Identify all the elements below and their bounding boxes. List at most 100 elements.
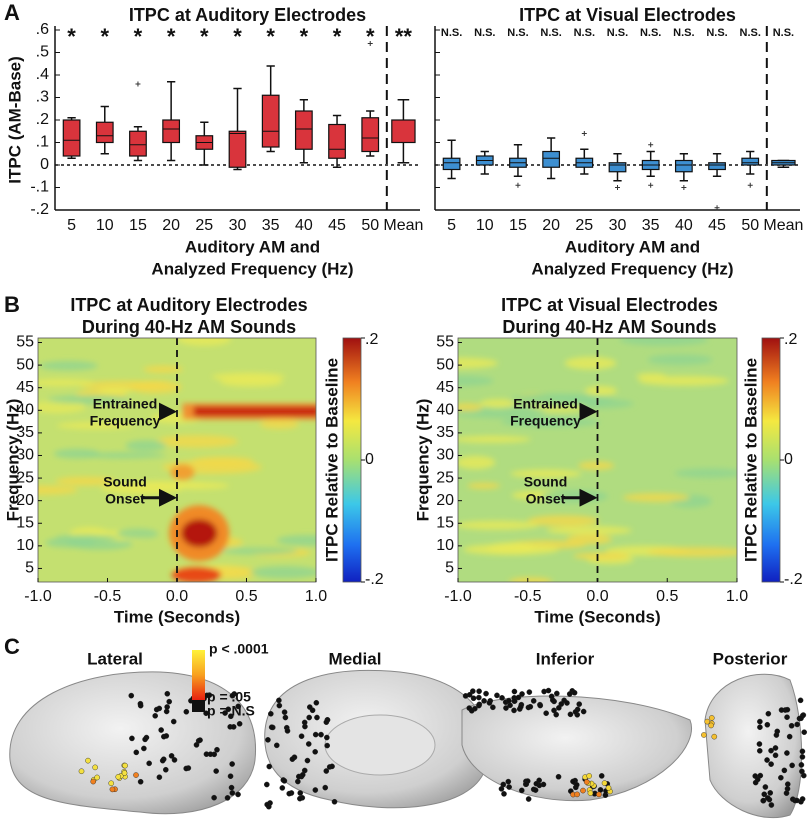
y-tick-label: 5 — [445, 560, 454, 577]
heatmap-patch — [584, 385, 618, 396]
x-tick-label: 25 — [195, 217, 213, 234]
electrode — [598, 773, 605, 779]
x-axis-label: Time (Seconds) — [114, 607, 240, 626]
heatmap-patch — [487, 542, 536, 554]
electrode — [222, 710, 228, 716]
y-tick-label: 40 — [16, 402, 34, 419]
heatmap-patch — [181, 519, 218, 548]
electrode — [166, 698, 173, 705]
electrode — [312, 749, 318, 755]
electrode — [470, 688, 476, 694]
electrode — [323, 719, 330, 725]
y-tick-label: 25 — [16, 469, 34, 486]
outlier — [681, 185, 687, 190]
electrode — [468, 707, 475, 714]
heatmap-image — [458, 338, 737, 582]
heatmap-patch — [674, 468, 737, 479]
electrode — [211, 794, 217, 801]
electrode — [229, 692, 236, 699]
electrode — [765, 710, 772, 717]
y-tick-label: 55 — [16, 334, 34, 351]
electrode — [268, 710, 274, 717]
x-tick-label: 50 — [741, 217, 759, 234]
electrode — [228, 713, 234, 720]
electrode — [525, 796, 532, 802]
electrode — [601, 780, 608, 786]
electrode — [213, 768, 219, 774]
significance: * — [134, 24, 143, 49]
electrode — [596, 791, 602, 798]
electrode — [515, 694, 522, 701]
electrode — [225, 706, 232, 713]
x-tick-label: 0.0 — [166, 588, 188, 605]
electrode — [799, 754, 806, 760]
electrode — [306, 704, 313, 710]
electrode — [708, 722, 714, 729]
electrode — [108, 780, 115, 787]
significance: N.S. — [441, 27, 462, 39]
electrode — [90, 778, 97, 785]
electrode — [572, 709, 579, 715]
heatmap-patch — [564, 356, 617, 370]
electrode — [772, 745, 779, 751]
electrode — [701, 732, 707, 738]
electrode — [757, 724, 763, 730]
x-tick-label: Mean — [383, 217, 423, 234]
electrode — [133, 749, 140, 756]
outlier — [515, 182, 521, 188]
heatmap-patch — [635, 372, 667, 380]
electrode — [170, 718, 177, 725]
view-label: Medial — [329, 649, 382, 668]
electrode — [783, 790, 790, 796]
electrode — [162, 766, 169, 773]
chart-title: ITPC at Auditory Electrodes — [129, 5, 366, 25]
y-tick-label: .4 — [36, 66, 49, 83]
annotation: Onset — [105, 490, 145, 506]
electrode — [115, 774, 122, 780]
y-axis-label: Frequency (Hz) — [413, 399, 432, 522]
electrode — [168, 753, 175, 759]
electrode — [571, 689, 578, 696]
electrode — [133, 772, 139, 778]
electrode — [543, 710, 549, 717]
electrode — [141, 745, 147, 752]
heatmap-patch — [647, 547, 737, 557]
y-tick-label: 30 — [16, 447, 34, 464]
electrode — [511, 698, 518, 704]
box — [129, 130, 147, 157]
colorbar-tick-label: 0 — [365, 451, 374, 468]
electrode — [774, 728, 781, 735]
y-tick-label: 15 — [16, 514, 34, 531]
electrode — [230, 724, 237, 730]
electrode — [284, 728, 291, 734]
electrode — [297, 795, 303, 802]
heatmap-patch — [45, 537, 95, 548]
significance: N.S. — [773, 27, 794, 39]
box — [294, 110, 313, 150]
x-tick-label: 15 — [509, 217, 527, 234]
heatmap-patch — [527, 515, 600, 527]
electrode — [511, 707, 517, 714]
x-axis-label: Auditory AM and — [565, 237, 700, 256]
electrode — [298, 733, 305, 740]
significance: N.S. — [740, 27, 761, 39]
annotation: Sound — [524, 473, 568, 489]
electrode — [760, 797, 766, 804]
chart-subtitle: During 40-Hz AM Sounds — [502, 317, 716, 337]
y-tick-label: 10 — [16, 537, 34, 554]
electrode — [279, 785, 286, 791]
y-tick-label: 15 — [436, 514, 454, 531]
electrode — [518, 787, 525, 794]
y-tick-label: 35 — [16, 424, 34, 441]
x-tick-label: 45 — [708, 217, 726, 234]
electrode — [501, 791, 507, 797]
electrode — [799, 748, 806, 755]
heatmap-patch — [82, 452, 167, 459]
electrode — [78, 768, 85, 775]
y-tick-label: 45 — [16, 379, 34, 396]
electrode — [282, 714, 289, 721]
electrode — [767, 790, 774, 796]
x-tick-label: 30 — [609, 217, 627, 234]
electrode — [299, 772, 306, 778]
electrode — [573, 782, 580, 788]
